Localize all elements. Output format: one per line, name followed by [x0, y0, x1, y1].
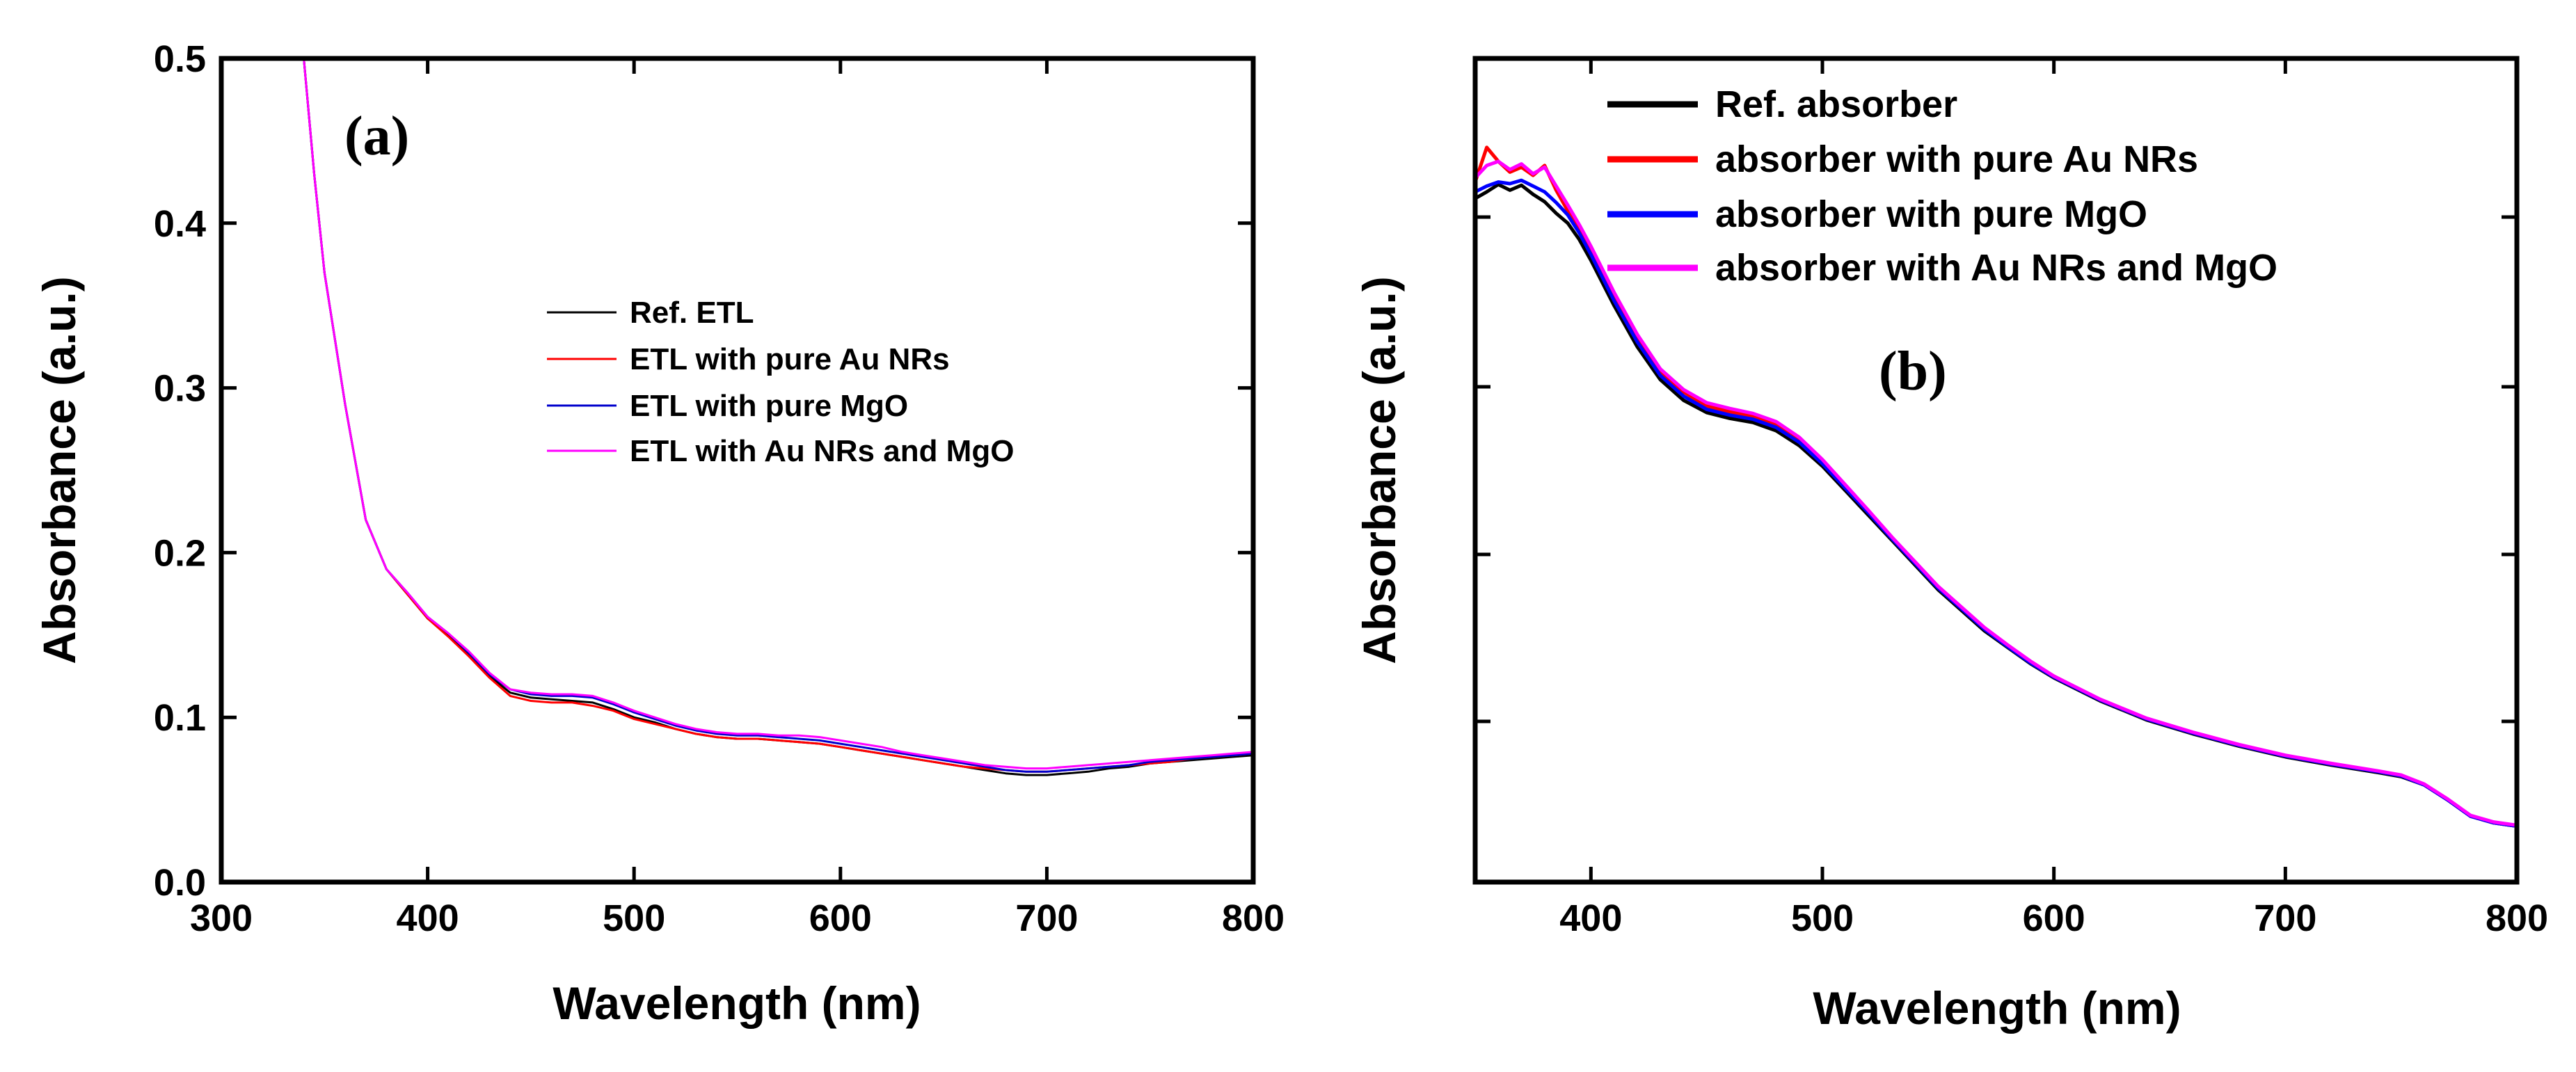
panel-a: 300 400 500 600 700 800 0.0 0.1 0.2 0.3 0.4 0.5 (a… — [33, 38, 1285, 1029]
legend-b-label-au-nrs: absorber with pure Au NRs — [1715, 138, 2198, 180]
panel-a-y-tick-label: 0.3 — [154, 368, 206, 410]
legend-a-label-au-nrs: ETL with pure Au NRs — [630, 342, 950, 376]
panel-a-x-tick-label: 700 — [1015, 897, 1078, 939]
panel-a-curves — [303, 57, 1255, 776]
panel-b-legend: Ref. absorber absorber with pure Au NRs … — [1607, 83, 2277, 289]
panel-a-x-tick-label: 800 — [1222, 897, 1285, 939]
legend-b-label-au-mgo: absorber with Au NRs and MgO — [1715, 247, 2277, 289]
legend-a-label-au-mgo: ETL with Au NRs and MgO — [630, 434, 1014, 468]
panel-b-x-ticks: 400 500 600 700 800 — [1559, 58, 2548, 939]
panel-a-x-axis-label: Wavelength (nm) — [552, 977, 921, 1029]
panel-a-x-tick-label: 600 — [809, 897, 872, 939]
panel-a-x-ticks: 300 400 500 600 700 800 — [190, 58, 1285, 939]
panel-b-x-axis-label: Wavelength (nm) — [1813, 982, 2181, 1034]
panel-a-y-axis-label: Absorbance (a.u.) — [33, 276, 85, 664]
panel-b-curves — [1473, 145, 2519, 828]
panel-b-y-axis-label: Absorbance (a.u.) — [1353, 276, 1405, 664]
panel-a-x-tick-label: 500 — [603, 897, 665, 939]
panel-a-y-ticks: 0.0 0.1 0.2 0.3 0.4 0.5 — [154, 38, 1253, 904]
panel-b-plot-frame — [1472, 56, 2520, 885]
panel-a-plot-frame — [218, 56, 1256, 885]
panel-b: 400 500 600 700 800 (b) Wavelength (nm) Abso… — [1353, 56, 2548, 1034]
panel-a-label: (a) — [344, 106, 409, 167]
panel-a-x-tick-label: 300 — [190, 897, 253, 939]
legend-a-label-mgo: ETL with pure MgO — [630, 389, 908, 423]
panel-b-series-3 — [1473, 159, 2519, 827]
panel-a-y-tick-label: 0.4 — [154, 203, 206, 245]
panel-a-y-tick-label: 0.2 — [154, 532, 206, 574]
panel-a-y-tick-label: 0.0 — [154, 862, 206, 904]
panel-b-x-tick-label: 500 — [1791, 897, 1854, 939]
panel-b-x-tick-label: 600 — [2023, 897, 2085, 939]
panel-b-x-tick-label: 700 — [2254, 897, 2316, 939]
panel-b-x-tick-label: 800 — [2486, 897, 2548, 939]
panel-a-x-tick-label: 400 — [397, 897, 459, 939]
panel-a-y-tick-label: 0.1 — [154, 697, 206, 739]
panel-b-label: (b) — [1879, 341, 1947, 402]
panel-b-x-tick-label: 400 — [1559, 897, 1622, 939]
legend-b-label-ref: Ref. absorber — [1715, 83, 1957, 125]
panel-b-y-ticks — [1475, 215, 2517, 723]
panel-a-series-3 — [303, 57, 1255, 770]
panel-a-y-tick-label: 0.5 — [154, 38, 206, 80]
legend-b-label-mgo: absorber with pure MgO — [1715, 193, 2147, 235]
legend-a-label-ref-etl: Ref. ETL — [630, 296, 754, 330]
panel-a-legend: Ref. ETL ETL with pure Au NRs ETL with p… — [547, 296, 1014, 468]
